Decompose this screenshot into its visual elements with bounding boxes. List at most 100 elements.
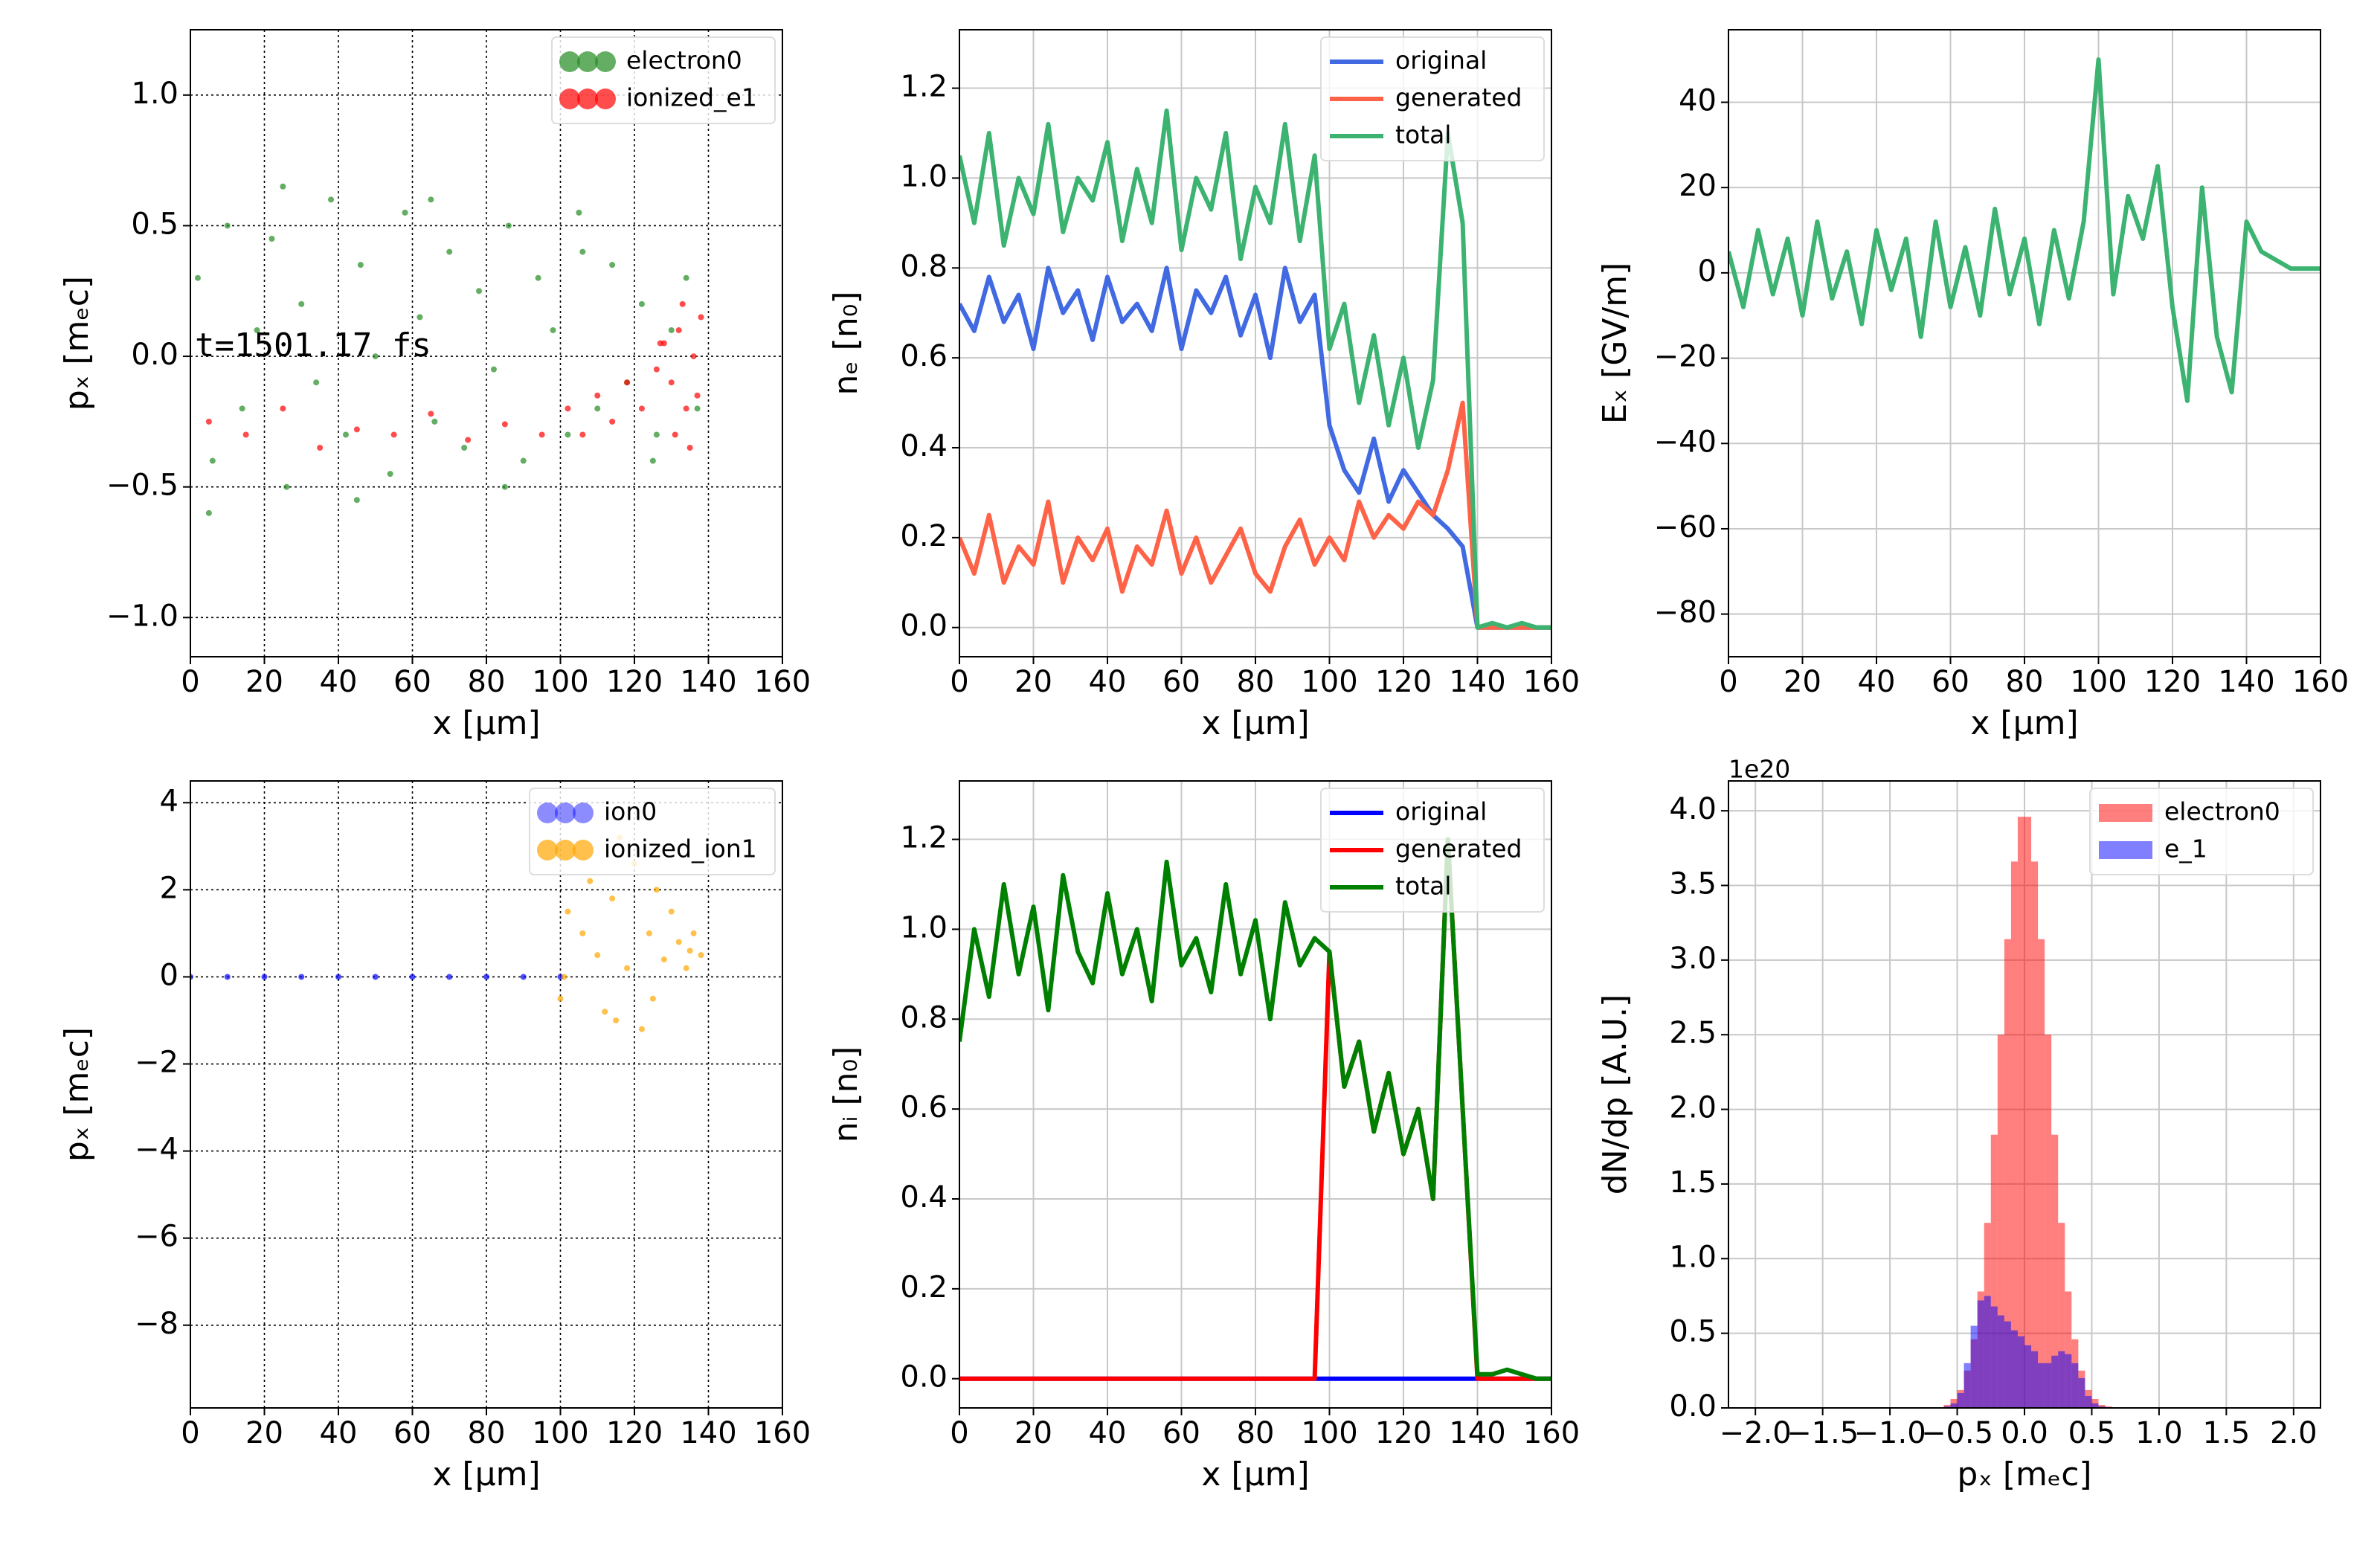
y-tick-label: −6 [135,1220,178,1254]
point [342,431,349,438]
x-tick-label: 20 [245,1416,283,1450]
y-tick-label: −1.0 [106,599,178,633]
point [557,995,564,1002]
point [298,300,305,307]
legend-marker [2099,804,2152,822]
bar [2065,1354,2072,1408]
x-tick-label: 2.0 [2270,1416,2318,1450]
point [446,248,453,255]
y-tick-label: 1.2 [900,821,948,855]
point [402,209,408,216]
bar [1957,1392,1964,1408]
y-tick-label: 0.4 [900,1180,948,1215]
y-tick-label: −8 [135,1307,178,1341]
annotation: t=1501.17 fs [195,327,431,364]
legend-marker [573,803,594,823]
bar [2045,1035,2052,1408]
point [280,183,286,190]
x-axis-label: x [μm] [1201,704,1309,742]
point [372,974,379,980]
x-tick-label: 20 [1014,665,1052,699]
x-tick-label: 100 [532,665,588,699]
y-tick-label: 0.5 [131,207,178,241]
x-tick-label: 160 [1523,665,1580,699]
legend-label: ion0 [604,797,657,826]
panel: 0 20 40 60 80 100 120 140 160 0.0 0.2 0.4 0.6 0.8 1.0 1… [827,780,1580,1493]
x-tick-label: 140 [680,665,736,699]
point [579,431,586,438]
plot-area [959,108,1551,630]
bar [2017,1336,2024,1408]
y-tick-label: 1.0 [1669,1240,1717,1274]
legend-label: e_1 [2164,834,2207,863]
point [653,431,660,438]
axes-frame [1728,780,2321,1409]
point [313,379,320,386]
legend-marker [573,840,594,861]
point [550,327,556,333]
point [254,327,260,333]
point [675,939,682,945]
line [1728,57,2320,403]
point [638,1026,645,1032]
bar [2024,817,2032,1408]
x-tick-label: 20 [245,665,283,699]
x-tick-label: 140 [1449,1416,1505,1450]
y-axis-label: pₓ [mₑc] [58,276,96,411]
y-tick-label: 3.0 [1669,942,1717,976]
x-tick-label: 80 [468,665,506,699]
bar [2105,1406,2112,1408]
legend-marker [555,803,576,823]
point [653,366,660,373]
x-tick-label: 0 [950,665,968,699]
point [675,327,682,333]
y-axis-label: Eₓ [GV/m] [1596,263,1634,425]
legend-box [1320,36,1545,161]
bar [2045,1363,2052,1408]
axes-frame [959,29,1552,657]
point [694,392,701,399]
point [353,497,360,504]
y-tick-label: 1.5 [1669,1165,1717,1200]
y-tick-label: 20 [1679,169,1717,203]
point [624,379,631,386]
bar [2038,1363,2045,1408]
line [959,266,1551,630]
point [335,974,341,980]
x-tick-label: −0.5 [1921,1416,1993,1450]
axes-frame [190,29,783,657]
point [205,418,212,425]
point [679,300,686,307]
legend-marker [559,89,580,109]
x-tick-label: 140 [2218,665,2274,699]
point [624,965,631,971]
x-axis-label: x [μm] [432,704,540,742]
bar [2091,1403,2099,1408]
legend-label: original [1395,797,1487,826]
bar [2017,817,2024,1408]
point [683,965,689,971]
x-tick-label: 120 [1375,665,1432,699]
bar [2085,1395,2092,1408]
x-tick-label: 120 [2144,665,2201,699]
legend-label: total [1395,120,1451,149]
point [431,418,438,425]
plot-area [959,837,1551,1381]
point [594,392,601,399]
x-tick-label: 20 [1784,665,1821,699]
axes-frame [190,780,783,1409]
point [283,483,290,490]
point [535,274,541,281]
x-tick-label: 140 [1449,665,1505,699]
legend-label: original [1395,46,1487,75]
point [268,236,275,242]
point [520,974,527,980]
y-tick-label: 1.0 [900,910,948,945]
bar [2004,939,2011,1408]
x-tick-label: −1.0 [1854,1416,1926,1450]
x-axis-label: x [μm] [1970,704,2078,742]
point [565,431,571,438]
point [694,405,701,412]
y-tick-label: 4 [160,784,178,818]
point [672,431,678,438]
